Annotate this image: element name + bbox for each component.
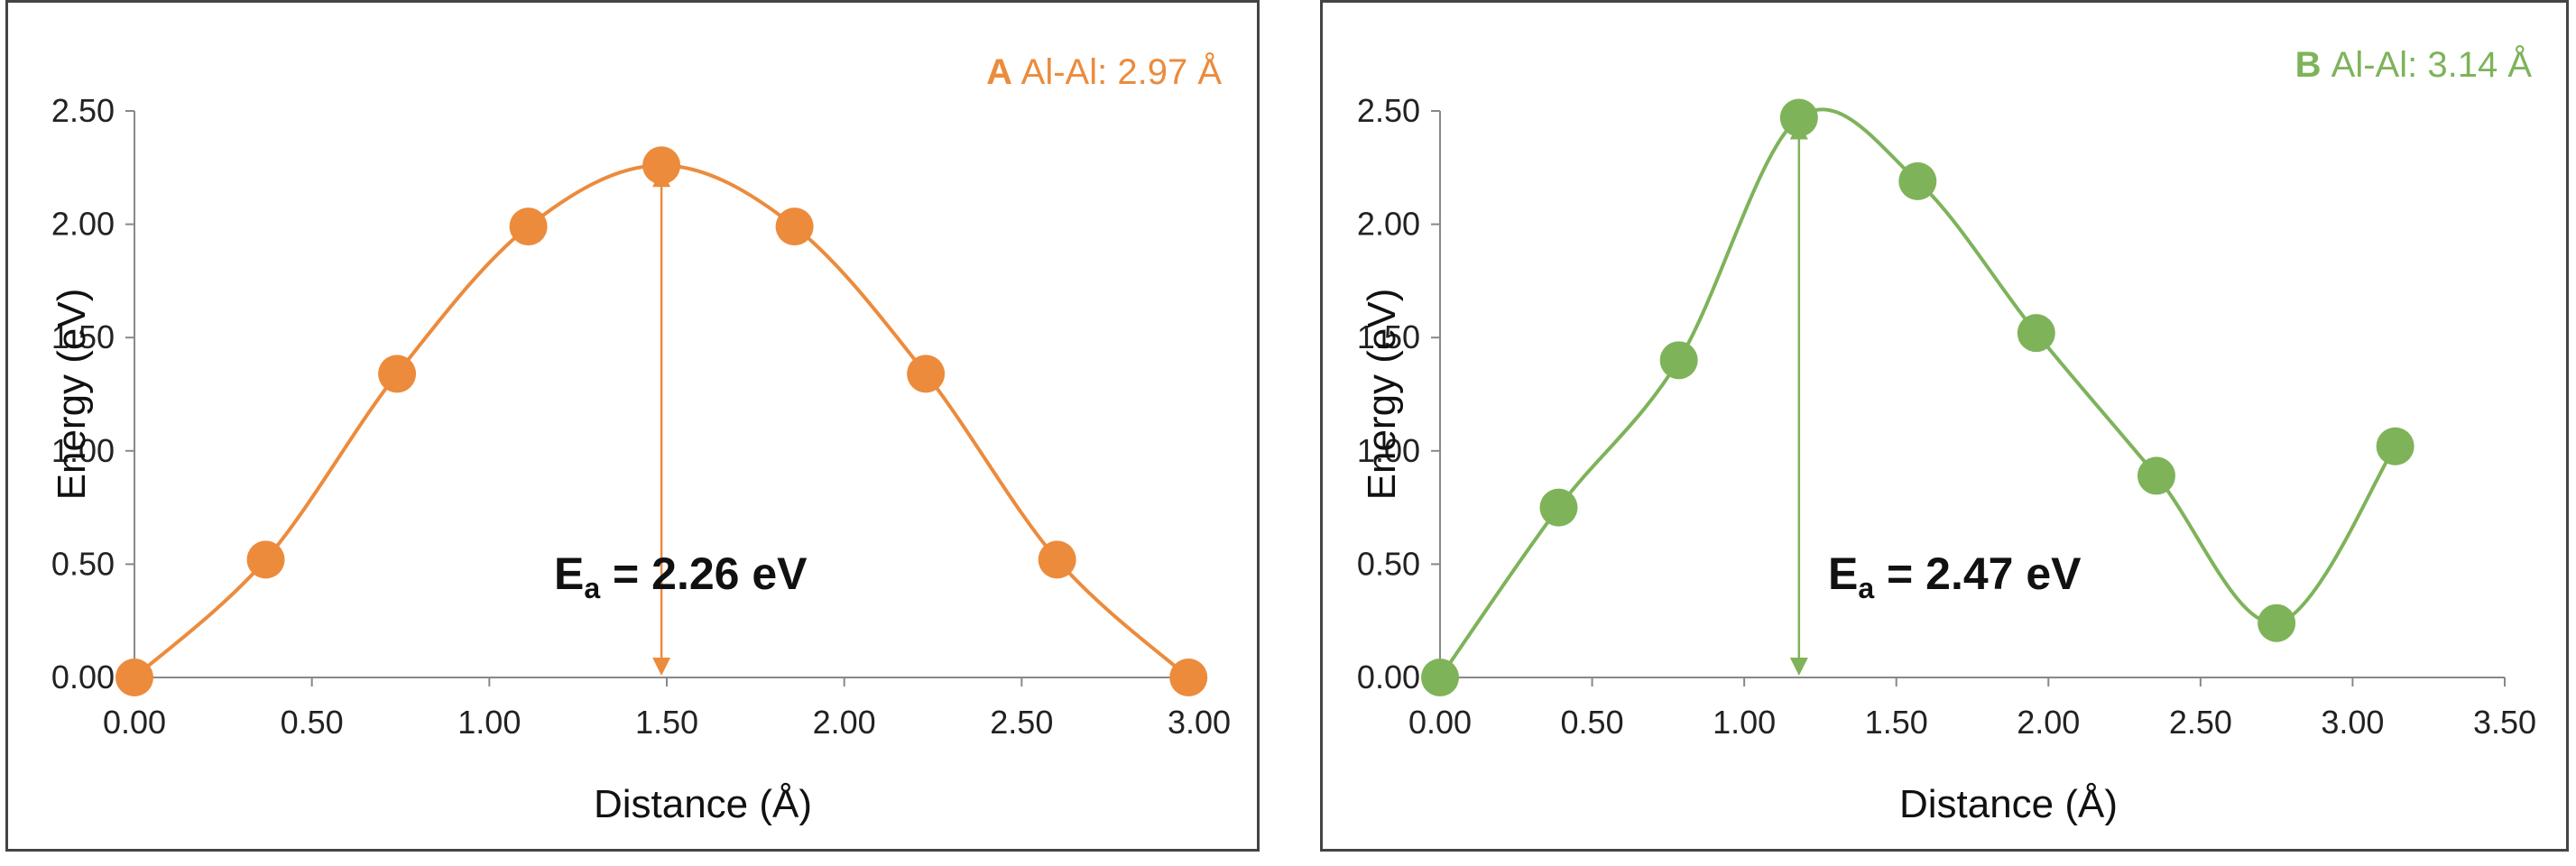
chart-a-x-tick-label: 1.00	[457, 704, 521, 741]
chart-a-data-point	[907, 355, 946, 393]
chart-b-data-point	[2376, 427, 2414, 465]
chart-a-svg: 0.00 0.50 1.00 1.50 2.00 2.50 0.00 0.50 1.00 1.50…	[50, 51, 1231, 826]
chart-a-data-point	[642, 146, 681, 185]
chart-b-subtitle: B Al-Al: 3.14 Å	[2295, 44, 2533, 85]
chart-a-x-tick-label: 0.00	[103, 704, 166, 741]
chart-panel-b: 0.00 0.50 1.00 1.50 2.00 2.50 0.00 0.50 1.00 1.50…	[1320, 0, 2569, 852]
chart-b-svg: 0.00 0.50 1.00 1.50 2.00 2.50 0.00 0.50 1.00 1.50…	[1357, 44, 2536, 826]
chart-a-ea-arrow-head-down	[652, 658, 671, 676]
chart-b-y-axis-title: Energy (eV)	[1360, 289, 1404, 501]
chart-b-ea-label: Ea = 2.47 eV	[1828, 548, 2082, 604]
chart-a-x-axis-title: Distance (Å)	[594, 782, 812, 826]
chart-b-y-tick-label: 2.00	[1357, 206, 1420, 243]
chart-b-y-tick-label: 1.50	[1357, 318, 1420, 355]
chart-a-y-tick-label: 1.50	[51, 318, 115, 355]
chart-b-data-point	[2017, 314, 2055, 353]
chart-b-data-point	[1539, 488, 1578, 527]
chart-b-x-axis-title: Distance (Å)	[1899, 782, 2118, 826]
chart-a-x-tick-label: 1.50	[635, 704, 698, 741]
chart-b-x-tick-label: 3.50	[2473, 704, 2536, 741]
chart-a-subtitle: A Al-Al: 2.97 Å	[986, 51, 1222, 92]
chart-panel-a: 0.00 0.50 1.00 1.50 2.00 2.50 0.00 0.50 1.00 1.50…	[5, 0, 1260, 852]
chart-b-x-tick-label: 3.00	[2321, 704, 2384, 741]
chart-b-data-point	[1779, 98, 1818, 137]
chart-b-x-tick-label: 1.50	[1865, 704, 1928, 741]
chart-b-data-point	[2257, 603, 2296, 642]
chart-a-data-point	[378, 355, 417, 393]
chart-a-y-tick-label: 2.50	[51, 92, 115, 129]
chart-b-data-point	[2137, 456, 2175, 495]
chart-a-y-tick-label: 2.00	[51, 206, 115, 243]
chart-a-x-tick-label: 2.50	[990, 704, 1053, 741]
chart-a-y-tick-label: 0.50	[51, 545, 115, 582]
chart-b-data-point	[1659, 341, 1698, 380]
chart-b-x-tick-label: 0.00	[1408, 704, 1472, 741]
chart-a-data-point	[1038, 540, 1076, 579]
chart-a-data-point	[115, 659, 153, 696]
chart-b-ea-arrow-head-down	[1789, 658, 1808, 676]
chart-b-data-point	[1898, 161, 1937, 200]
chart-a-data-point	[775, 207, 814, 246]
chart-a-data-point	[509, 207, 548, 246]
chart-a-ea-label: Ea = 2.26 eV	[554, 548, 808, 604]
chart-a-x-tick-label: 0.50	[281, 704, 344, 741]
chart-a-y-tick-label: 0.00	[51, 659, 115, 696]
chart-b-data-point	[1421, 659, 1459, 696]
chart-b-x-tick-label: 0.50	[1561, 704, 1624, 741]
chart-a-y-tick-label: 1.00	[51, 432, 115, 469]
chart-a-data-point	[246, 540, 285, 579]
chart-b-x-tick-label: 2.00	[2017, 704, 2080, 741]
chart-b-x-tick-label: 1.00	[1713, 704, 1776, 741]
chart-b-y-tick-label: 2.50	[1357, 92, 1420, 129]
chart-b-y-tick-label: 0.00	[1357, 659, 1420, 696]
chart-b-x-tick-label: 2.50	[2169, 704, 2232, 741]
chart-a-y-axis-title: Energy (eV)	[50, 289, 94, 501]
chart-a-x-tick-label: 3.00	[1168, 704, 1231, 741]
chart-a-x-tick-label: 2.00	[813, 704, 876, 741]
chart-b-y-tick-label: 1.00	[1357, 432, 1420, 469]
chart-a-data-point	[1169, 659, 1208, 696]
chart-b-y-tick-label: 0.50	[1357, 545, 1420, 582]
